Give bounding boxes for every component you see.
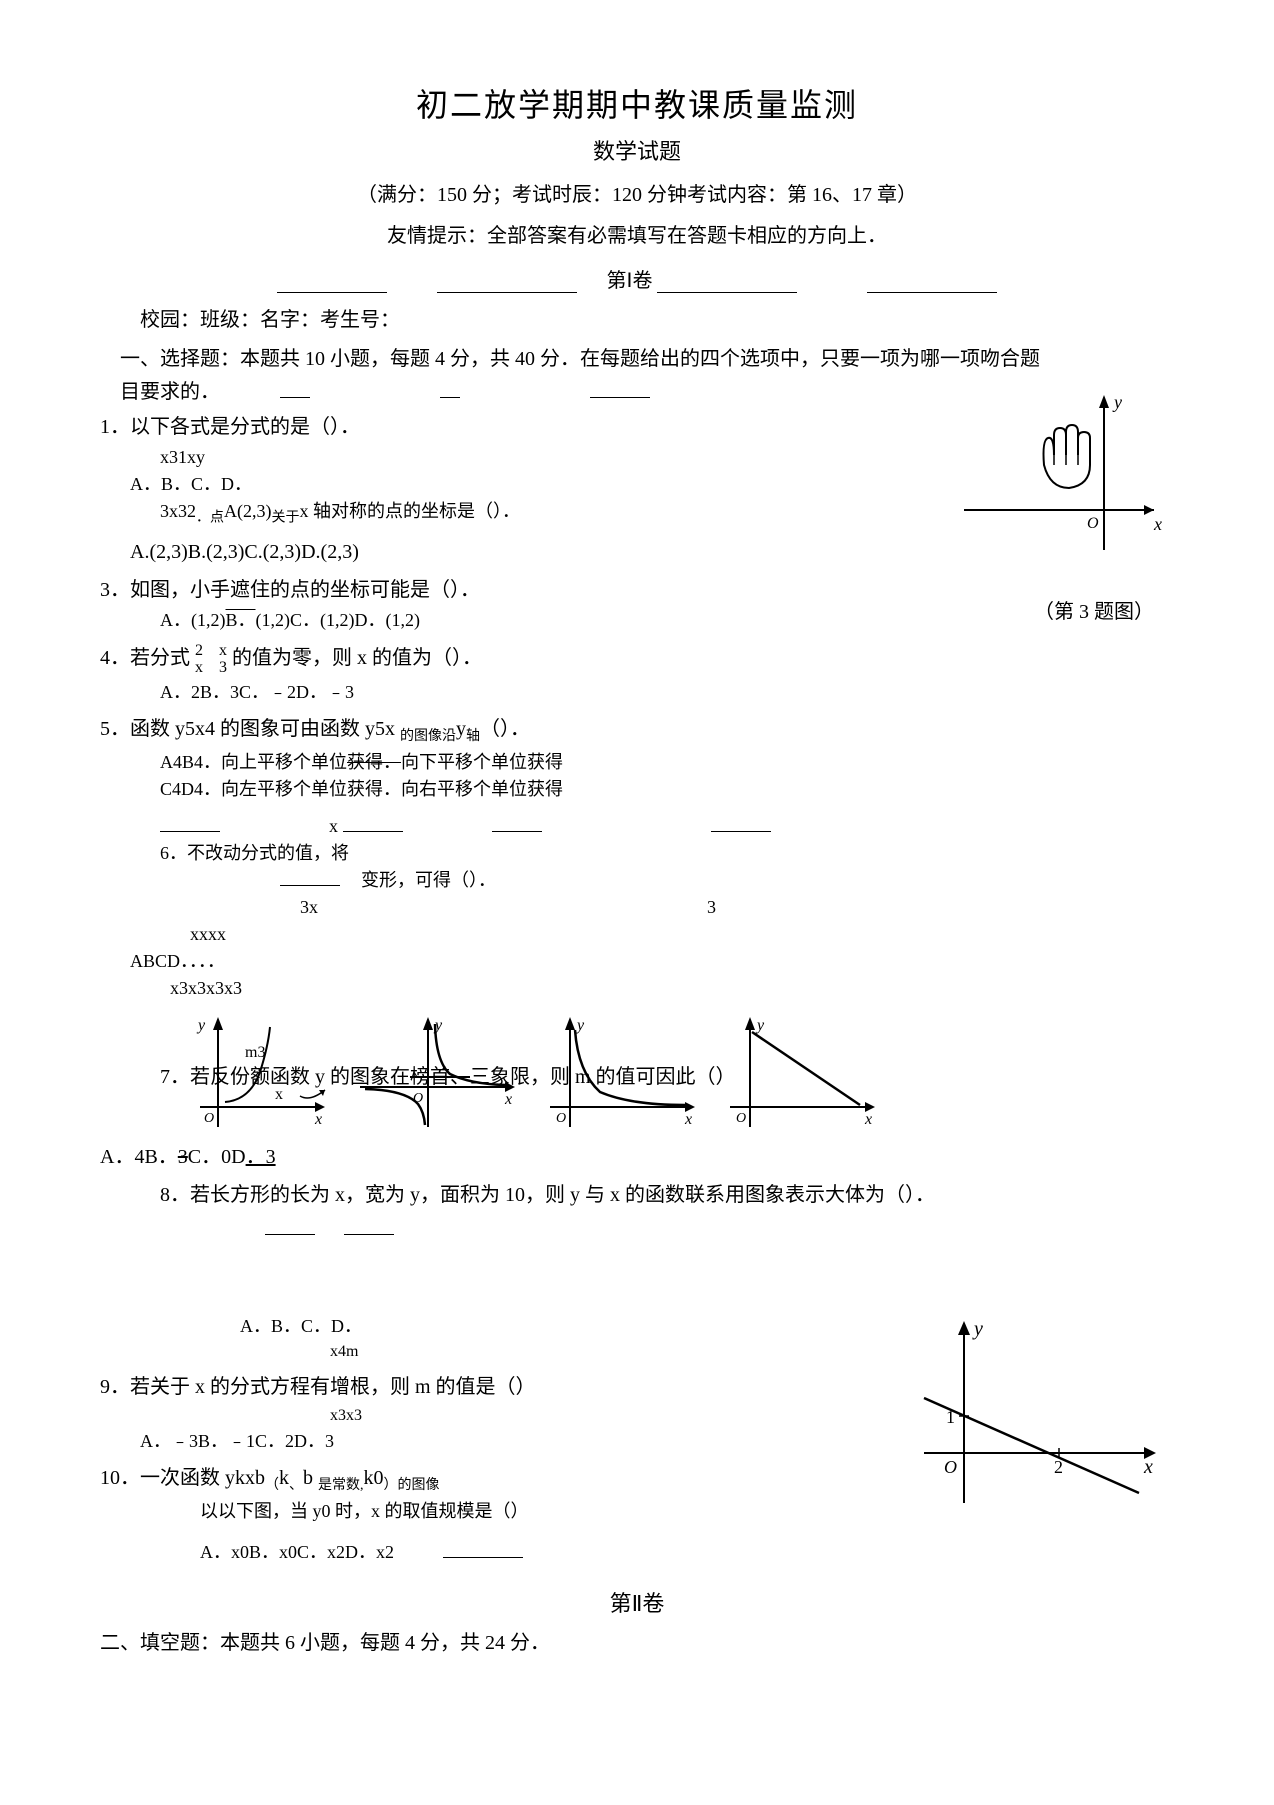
q7-arrow-icon (295, 1080, 335, 1104)
q5-c: C4D4．向左平移个单位获得．向右平移个单位获得 (160, 776, 1174, 803)
volume-2-label: 第Ⅱ卷 (610, 1586, 665, 1618)
volume-1-label: 第Ⅰ卷 (607, 264, 653, 293)
section-1: 一、选择题：本题共 10 小题，每题 4 分，共 40 分．在每题给出的四个选项… (120, 342, 1174, 371)
svg-text:O: O (556, 1111, 566, 1126)
svg-text:y: y (575, 1017, 585, 1034)
q1-den: 3x32 (160, 501, 196, 521)
hand-axes-svg: x y O (954, 390, 1164, 560)
hint: 友情提示：全部答案有必需填写在答题卡相应的方向上． (100, 219, 1174, 248)
q8: 8．若长方形的长为 x，宽为 y，面积为 10，则 y 与 x 的函数联系用图象… (160, 1180, 1174, 1210)
q6-x: x (329, 816, 338, 836)
q6-ulines-top: x (160, 813, 1174, 840)
figure-q3-caption: （第 3 题图） (1034, 595, 1154, 624)
exam-info: （满分：150 分；考试时辰：120 分钟考试内容：第 16、17 章） (100, 178, 1174, 207)
q6-3x-row: 3x 3 (300, 894, 1174, 921)
q3: 3．如图，小手遮住的点的坐标可能是（）． (100, 575, 1174, 605)
svg-text:x: x (684, 1111, 692, 1128)
q6-opts: ABCD．．．． (130, 948, 1174, 975)
figure-q10: x y O 1 2 (904, 1313, 1174, 1513)
svg-text:x: x (1153, 514, 1162, 534)
q6-mid: 变形，可得（）． (361, 870, 496, 890)
q6-3: 3 (707, 897, 716, 917)
q9-opts: A．﹣3B．﹣1C．2D．3 (140, 1428, 904, 1455)
q10-s1: （ (265, 1478, 279, 1493)
volume-1-row: 第Ⅰ卷 (100, 264, 1174, 293)
svg-text:x: x (1143, 1456, 1153, 1478)
q10-opts: A．x0B．x0C．x2D．x2 (200, 1539, 904, 1566)
svg-text:x: x (314, 1111, 322, 1128)
svg-text:x: x (504, 1091, 512, 1108)
q2-tail2: x 轴对称的点的坐标是（）． (300, 501, 521, 521)
q10-s2: 是常数, (318, 1478, 364, 1493)
svg-text:x: x (864, 1111, 872, 1128)
page-title: 初二放学期期中教课质量监测 (100, 80, 1174, 126)
svg-text:O: O (204, 1111, 214, 1126)
figure-q3: x y O (954, 390, 1164, 560)
q4-den: x 3 (195, 659, 227, 676)
svg-text:y: y (1112, 392, 1122, 412)
q8-opts: A．B．C．D． (240, 1313, 904, 1340)
x-intercept-label: 2 (1054, 1457, 1063, 1477)
volume-2-row: 第Ⅱ卷 (100, 1586, 1174, 1618)
q9-den: x3x3 (330, 1404, 904, 1428)
q2-small1: 关于 (272, 511, 300, 526)
q7: 7．若反份额函数 y 的图象在榜首、三象限，则 m 的值可因此（） (100, 1060, 920, 1089)
q10-s3: ）的图像 (384, 1478, 440, 1493)
line-graph-svg: x y O 1 2 (904, 1313, 1164, 1513)
q6-xxxx: xxxx (190, 921, 1174, 948)
q6-3x: 3x (300, 897, 318, 917)
q7-opts: A．4B．3C．0D．3 (100, 1142, 1174, 1172)
q4-num: 2 x (195, 642, 227, 659)
svg-text:O: O (736, 1111, 746, 1126)
q2-tail: A(2,3) (224, 501, 272, 521)
q9: 9．若关于 x 的分式方程有增根，则 m 的值是（） (100, 1372, 904, 1402)
q4-tail: 的值为零，则 x 的值为（）． (232, 647, 482, 669)
q6-mid-row: 变形，可得（）． (280, 867, 1174, 894)
svg-text:y: y (755, 1017, 765, 1034)
school-line: 校园：班级：名字：考生号： (140, 303, 1174, 332)
section-1b-text: 目要求的． (120, 381, 220, 403)
q6: 6．不改动分式的值，将 (160, 840, 1174, 867)
y-intercept-label: 1 (946, 1407, 955, 1427)
q8-ulines (160, 1216, 1174, 1243)
q3-opts: A．(1,2)B．(1,2)C．(1,2)D．(1,2) (160, 607, 1174, 634)
q2-tiny: ．点 (196, 511, 224, 526)
svg-text:O: O (1087, 515, 1099, 532)
q4: 4．若分式 2 x x 3 的值为零，则 x 的值为（）． (100, 642, 1174, 677)
q5-a: A4B4．向上平移个单位获得．向下平移个单位获得 (160, 749, 1174, 776)
q4-opts: A．2B．3C．﹣2D．﹣3 (160, 679, 1174, 706)
q5-small2: 轴 (466, 729, 480, 744)
section-2: 二、填空题：本题共 6 小题，每题 4 分，共 24 分． (100, 1628, 1174, 1658)
q6-x3: x3x3x3x3 (170, 975, 1174, 1002)
page-subtitle: 数学试题 (100, 134, 1174, 166)
svg-text:O: O (944, 1457, 957, 1477)
q5-small: 的图像沿 (400, 729, 456, 744)
q10: 10．一次函数 ykxb（k、b 是常数,k0）的图像 (100, 1463, 904, 1496)
q7-x: x (275, 1086, 283, 1104)
q9-q10-block: A．B．C．D． x4m 9．若关于 x 的分式方程有增根，则 m 的值是（） … (100, 1313, 1174, 1566)
q10-opts-text: A．x0B．x0C．x2D．x2 (200, 1542, 394, 1562)
svg-text:y: y (972, 1318, 983, 1340)
svg-text:y: y (196, 1017, 206, 1034)
q9-num: x4m (330, 1340, 904, 1364)
q5: 5．函数 y5x4 的图象可由函数 y5x 的图像沿y轴（）． (100, 714, 1174, 747)
q10b: 以以下图，当 y0 时，x 的取值规模是（） (200, 1498, 904, 1525)
q4-head: 4．若分式 (100, 647, 190, 669)
